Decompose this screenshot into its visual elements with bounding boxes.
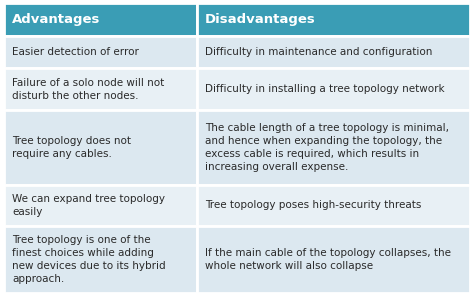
Text: Advantages: Advantages bbox=[12, 13, 100, 26]
Bar bbox=[4, 3, 197, 36]
Text: Tree topology does not
require any cables.: Tree topology does not require any cable… bbox=[12, 136, 131, 159]
Text: The cable length of a tree topology is minimal,
and hence when expanding the top: The cable length of a tree topology is m… bbox=[205, 123, 449, 172]
Bar bbox=[197, 68, 470, 110]
Bar bbox=[4, 36, 197, 68]
Bar bbox=[4, 110, 197, 184]
Bar bbox=[4, 184, 197, 226]
Bar bbox=[197, 110, 470, 184]
Text: Tree topology is one of the
finest choices while adding
new devices due to its h: Tree topology is one of the finest choic… bbox=[12, 235, 166, 284]
Text: Difficulty in installing a tree topology network: Difficulty in installing a tree topology… bbox=[205, 84, 445, 94]
Text: Tree topology poses high-security threats: Tree topology poses high-security threat… bbox=[205, 200, 421, 210]
Bar bbox=[197, 184, 470, 226]
Bar bbox=[4, 226, 197, 293]
Bar bbox=[4, 68, 197, 110]
Text: Failure of a solo node will not
disturb the other nodes.: Failure of a solo node will not disturb … bbox=[12, 78, 164, 101]
Text: We can expand tree topology
easily: We can expand tree topology easily bbox=[12, 194, 165, 217]
Bar bbox=[197, 3, 470, 36]
Text: Disadvantages: Disadvantages bbox=[205, 13, 316, 26]
Text: If the main cable of the topology collapses, the
whole network will also collaps: If the main cable of the topology collap… bbox=[205, 248, 451, 271]
Text: Difficulty in maintenance and configuration: Difficulty in maintenance and configurat… bbox=[205, 47, 433, 57]
Bar bbox=[197, 36, 470, 68]
Bar bbox=[197, 226, 470, 293]
Text: Easier detection of error: Easier detection of error bbox=[12, 47, 139, 57]
